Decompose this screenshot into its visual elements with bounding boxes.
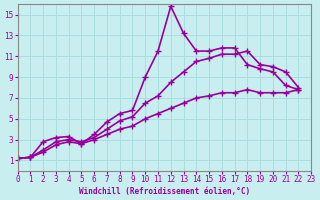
X-axis label: Windchill (Refroidissement éolien,°C): Windchill (Refroidissement éolien,°C) <box>79 187 250 196</box>
